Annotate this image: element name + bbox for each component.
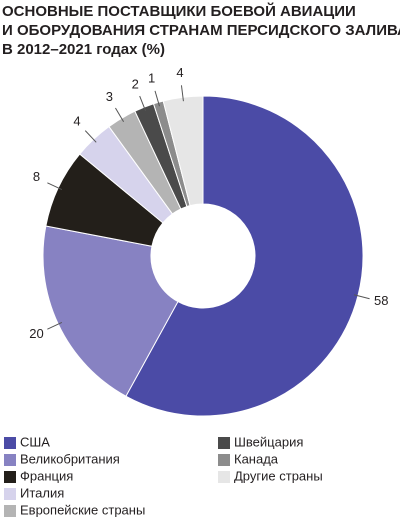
value-label: 58 bbox=[374, 293, 388, 308]
legend-swatch bbox=[4, 488, 16, 500]
chart-title: И ОБОРУДОВАНИЯ СТРАНАМ ПЕРСИДСКОГО ЗАЛИВ… bbox=[2, 22, 400, 39]
leader-line bbox=[84, 130, 97, 143]
leader-line bbox=[47, 182, 63, 191]
chart-title: ОСНОВНЫЕ ПОСТАВЩИКИ БОЕВОЙ АВИАЦИИ bbox=[2, 2, 356, 20]
value-label: 2 bbox=[132, 76, 139, 91]
leader-line bbox=[139, 95, 147, 112]
legend-swatch bbox=[4, 437, 16, 449]
legend-swatch bbox=[4, 454, 16, 466]
legend-label: Великобритания bbox=[20, 451, 120, 466]
legend-label: Европейские страны bbox=[20, 502, 145, 517]
chart-title: В 2012–2021 годах (%) bbox=[2, 41, 165, 58]
value-label: 4 bbox=[176, 65, 183, 80]
legend-swatch bbox=[218, 454, 230, 466]
wedge bbox=[162, 95, 204, 207]
legend-swatch bbox=[218, 471, 230, 483]
legend-label: Канада bbox=[234, 451, 279, 466]
value-label: 20 bbox=[29, 326, 43, 341]
leader-line bbox=[353, 294, 370, 300]
wedge bbox=[125, 95, 364, 417]
legend-label: Италия bbox=[20, 485, 64, 500]
value-label: 3 bbox=[106, 89, 113, 104]
leader-line bbox=[47, 321, 63, 330]
value-label: 4 bbox=[73, 113, 80, 128]
leader-line bbox=[180, 85, 184, 102]
value-label: 1 bbox=[148, 71, 155, 86]
legend-swatch bbox=[4, 471, 16, 483]
legend-swatch bbox=[4, 505, 16, 517]
leader-line bbox=[154, 90, 160, 107]
legend-label: Другие страны bbox=[234, 468, 323, 483]
leader-line bbox=[115, 107, 125, 122]
legend-label: Швейцария bbox=[234, 434, 303, 449]
wedge bbox=[42, 225, 179, 397]
legend-swatch bbox=[218, 437, 230, 449]
legend-label: США bbox=[20, 434, 50, 449]
value-label: 8 bbox=[33, 169, 40, 184]
legend-label: Франция bbox=[20, 468, 73, 483]
